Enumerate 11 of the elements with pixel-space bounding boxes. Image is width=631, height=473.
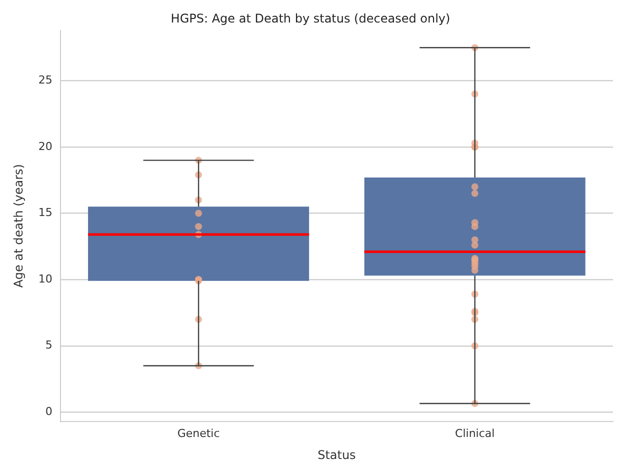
y-tick-label: 10 bbox=[38, 272, 52, 286]
y-tick-label: 0 bbox=[45, 404, 52, 418]
x-axis-title: Status bbox=[318, 448, 356, 462]
chart-title: HGPS: Age at Death by status (deceased only) bbox=[170, 11, 450, 26]
y-axis-title: Age at death (years) bbox=[11, 164, 26, 288]
x-tick-label: Genetic bbox=[177, 426, 220, 440]
y-tick-label: 15 bbox=[38, 206, 52, 220]
y-tick-label: 5 bbox=[45, 338, 52, 352]
y-tick-label: 25 bbox=[38, 74, 52, 87]
x-tick-label: Clinical bbox=[455, 426, 495, 440]
y-tick-label: 20 bbox=[38, 140, 52, 153]
